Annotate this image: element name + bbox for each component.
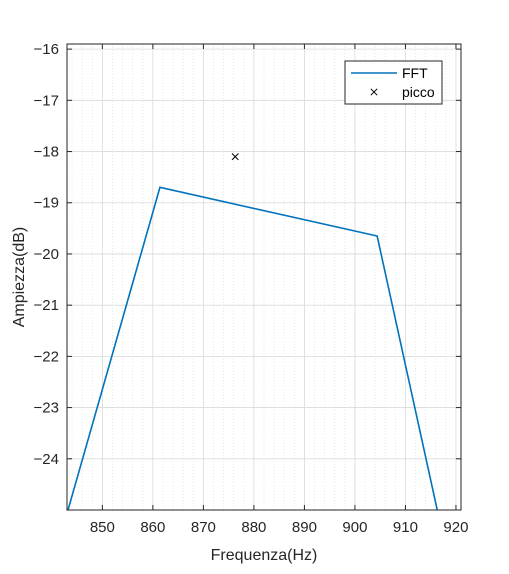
y-tick-label: −20 [34, 246, 59, 263]
y-tick-label: −24 [34, 451, 59, 468]
x-tick-label: 860 [140, 519, 165, 536]
marker-stroke [370, 88, 378, 96]
x-tick-label: 870 [191, 519, 216, 536]
x-tick-label: 850 [90, 519, 115, 536]
legend-box [344, 60, 443, 105]
y-tick-label: −22 [34, 348, 59, 365]
series-layer [67, 153, 439, 511]
legend-picco-marker [370, 88, 378, 96]
x-tick-label: 890 [292, 519, 317, 536]
y-tick-label: −23 [34, 400, 59, 417]
y-tick-label: −17 [34, 92, 59, 109]
legend: FFT picco [344, 60, 443, 105]
x-tick-label: 920 [443, 519, 468, 536]
x-axis-label: Frequenza(Hz) [211, 547, 318, 564]
legend-picco-label: picco [402, 84, 435, 100]
series-marker-picco [231, 153, 239, 161]
y-tick-label: −19 [34, 195, 59, 212]
major-grid [67, 44, 461, 510]
x-tick-label: 900 [342, 519, 367, 536]
plot-border [66, 43, 462, 511]
plot-area [67, 44, 461, 510]
marker-stroke [231, 153, 239, 161]
legend-fft-label: FFT [402, 65, 428, 81]
series-line-fft [67, 186, 439, 511]
x-tick-label: 910 [393, 519, 418, 536]
y-tick-label: −16 [34, 41, 59, 58]
y-axis-label: Ampiezza(dB) [11, 227, 28, 327]
tick-labels: 850 860 870 880 890 900 910 920 −16 −17 −18 −19 −20 −… [34, 41, 469, 536]
x-tick-label: 880 [241, 519, 266, 536]
y-tick-label: −21 [34, 297, 59, 314]
axis-ticks [67, 44, 461, 510]
y-tick-label: −18 [34, 144, 59, 161]
